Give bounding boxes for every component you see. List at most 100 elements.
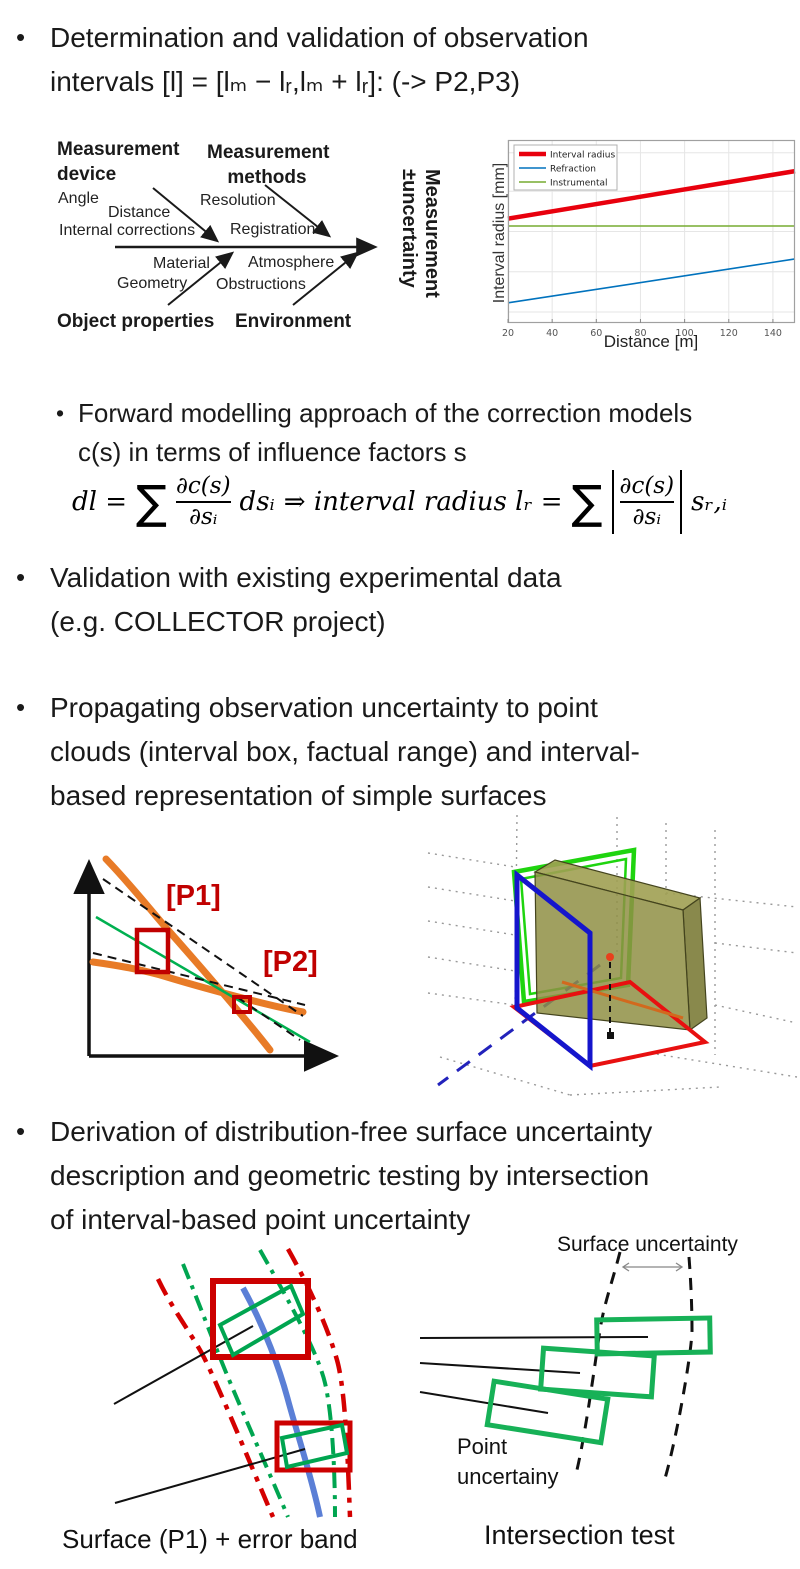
svg-text:40: 40 [546, 328, 558, 339]
methods-line2: methods [227, 167, 307, 188]
red-interval-box-2 [274, 1420, 353, 1473]
formula-fraction-1: ∂c(s) ∂sᵢ [176, 472, 231, 532]
p2-label: [P2] [263, 946, 318, 978]
blue-surface-curve [240, 1286, 323, 1518]
formula-mid: ⇒ interval radius lᵣ = [283, 487, 563, 517]
fishbone-diagram: Measurement device Measurement methods A… [40, 136, 480, 348]
orange-base-line [561, 980, 684, 1020]
surface-uncertainty-arrow [621, 1262, 684, 1272]
methods-line1: Measurement [207, 142, 330, 163]
fishbone-item-angle: Angle [58, 190, 99, 207]
bullet4-line2: clouds (interval box, factual range) and… [50, 736, 640, 767]
bullet3-line2: (e.g. COLLECTOR project) [50, 606, 386, 637]
svg-text:140: 140 [764, 328, 782, 339]
fishbone-effect-label: Measurement ±uncertainty [397, 169, 443, 319]
fishbone-arrows [115, 184, 378, 306]
green-band-left [181, 1263, 290, 1518]
surface-band-caption: Surface (P1) + error band [62, 1524, 358, 1554]
fishbone-cause-methods: Measurement methods [207, 140, 330, 190]
red-interval-box-1 [210, 1278, 311, 1360]
chart-xlabel: Distance [m] [603, 332, 699, 351]
fishbone-arrow-methods [264, 184, 332, 238]
svg-text:60: 60 [590, 328, 602, 339]
fishbone-item-atmosphere: Atmosphere [248, 254, 335, 271]
interval-box-p2 [232, 995, 252, 1014]
sum-symbol: ∑ [136, 475, 168, 529]
center-point-marker [606, 953, 614, 961]
bullet1-line2: intervals [l] = [lₘ − lᵣ,lₘ + lᵣ]: (-> P… [50, 66, 521, 97]
interval-box-figure [73, 855, 339, 1072]
fishbone-item-material: Material [153, 255, 210, 272]
fishbone-item-resolution: Resolution [200, 192, 276, 209]
device-line2: device [57, 164, 117, 185]
green-band-right [258, 1249, 337, 1518]
bullet1-text: Determination and validation of observat… [50, 16, 589, 104]
effect-line1: Measurement [421, 169, 443, 298]
dashed-bound-3 [236, 996, 301, 1041]
fishbone-item-distance: Distance [108, 204, 171, 221]
pointer-line-1 [113, 1325, 254, 1405]
bullet-marker: • [16, 692, 26, 722]
fishbone-item-geometry: Geometry [117, 275, 188, 292]
bullet-marker: • [16, 562, 26, 592]
fishbone-cause-object-properties: Object properties [57, 311, 215, 332]
bullet4-line3: based representation of simple surfaces [50, 780, 547, 811]
bullet3-line1: Validation with existing experimental da… [50, 562, 562, 593]
fishbone-cause-environment: Environment [235, 311, 352, 332]
bullet2-text: Forward modelling approach of the correc… [78, 394, 692, 472]
interval-radius-chart: Interval radius [mm] 20 40 60 80 100 120 140 In… [483, 132, 800, 358]
intersection-test-figure [419, 1251, 713, 1486]
bullet2-line1: Forward modelling approach of the correc… [78, 398, 693, 428]
pointer-line-2 [114, 1448, 306, 1504]
green-oriented-box-2 [279, 1422, 350, 1470]
intersection-caption: Intersection test [484, 1520, 675, 1550]
orange-curve-lower [89, 958, 307, 1016]
bullet4-line1: Propagating observation uncertainty to p… [50, 692, 598, 723]
bullet4-text: Propagating observation uncertainty to p… [50, 686, 640, 818]
fraction-numerator: ∂c(s) [176, 473, 231, 500]
formula-fraction-2: ∂c(s) ∂sᵢ [611, 470, 683, 534]
point-uncertainty-label: Point uncertainy [457, 1432, 559, 1492]
fishbone-arrow-environment [292, 251, 360, 306]
olive-interval-slab [533, 859, 708, 1032]
green-point-box-1 [594, 1315, 713, 1357]
fishbone-cause-device: Measurement device [57, 137, 180, 187]
fishbone-item-registration: Registration [230, 221, 316, 238]
svg-text:Refraction: Refraction [550, 165, 596, 175]
bullet-marker: • [16, 22, 26, 52]
chart-legend: Interval radius Refraction Instrumental [513, 144, 618, 191]
drop-line-marker [607, 1032, 614, 1039]
red-band-left [155, 1278, 276, 1518]
dashed-bound-1 [102, 878, 304, 1017]
bullet5-line1: Derivation of distribution-free surface … [50, 1116, 653, 1147]
fraction-denominator: ∂sᵢ [619, 501, 675, 532]
fishbone-item-internal-corrections: Internal corrections [59, 222, 196, 239]
svg-text:20: 20 [502, 328, 514, 339]
blue-plane-wireframe [514, 869, 593, 1072]
effect-line2: ±uncertainty [398, 169, 420, 288]
fishbone-item-obstructions: Obstructions [216, 276, 306, 293]
surface-error-band-figure [113, 1247, 353, 1518]
chart-ylabel: Interval radius [mm] [491, 162, 508, 304]
interval-box-p1 [134, 927, 171, 975]
fraction-denominator: ∂sᵢ [176, 501, 231, 532]
formula-interval-radius: dl = ∑ ∂c(s) ∂sᵢ dsᵢ ⇒ interval radius l… [72, 462, 727, 542]
bullet5-line2: description and geometric testing by int… [50, 1160, 650, 1191]
svg-text:120: 120 [720, 328, 738, 339]
point-label-line1: Point [457, 1434, 508, 1459]
svg-text:Instrumental: Instrumental [550, 179, 608, 189]
bullet3-text: Validation with existing experimental da… [50, 556, 562, 644]
chart-plot: 20 40 60 80 100 120 140 Interval radius Refracti… [502, 139, 796, 339]
svg-text:Interval radius: Interval radius [550, 151, 615, 161]
formula-lhs: dl = [72, 487, 128, 517]
pointer-line-3 [419, 1391, 549, 1414]
svg-text:100: 100 [676, 328, 694, 339]
bullet5-text: Derivation of distribution-free surface … [50, 1110, 652, 1242]
fraction-numerator: ∂c(s) [619, 473, 675, 500]
bullet2-line2: c(s) in terms of influence factors s [78, 437, 467, 467]
pointer-line-1 [419, 1336, 649, 1339]
plane-3d-figure [427, 814, 798, 1096]
dashed-bound-2 [92, 952, 306, 1006]
svg-text:80: 80 [634, 328, 646, 339]
